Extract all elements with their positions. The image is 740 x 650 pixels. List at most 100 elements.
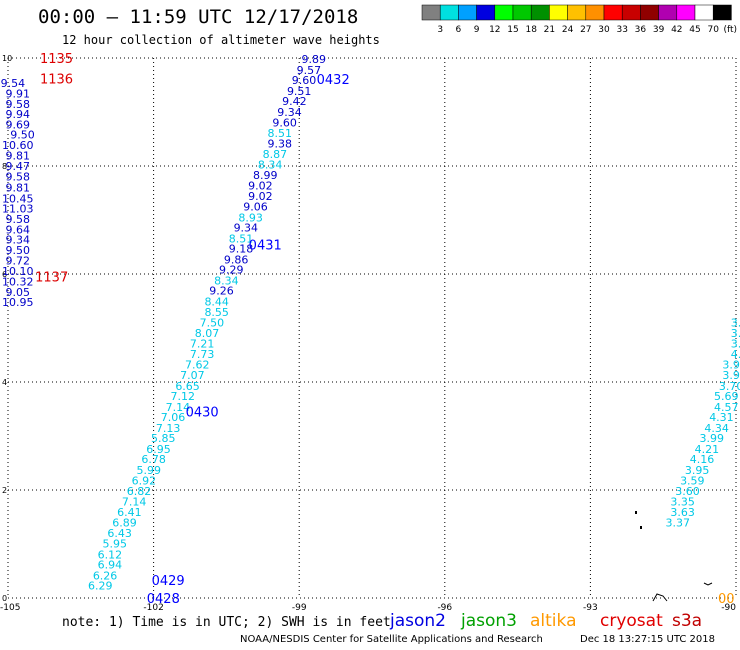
color-scale-label: 6 xyxy=(456,25,462,35)
color-swatch xyxy=(621,4,641,21)
color-swatch xyxy=(694,4,714,21)
data-label: 9.34 xyxy=(5,233,30,246)
pass-time-labels: 1135 1136 1137 0432 0431 0430 0429 0428 00 xyxy=(35,52,734,607)
data-label: 3.95 xyxy=(685,464,710,477)
data-label: 10.45 xyxy=(2,192,34,205)
data-labels: 9.549.919.589.949.699.5010.609.819.479.5… xyxy=(1,53,740,593)
legend-mission: cryosat xyxy=(600,611,663,631)
color-swatch xyxy=(549,4,568,21)
x-tick-label: -99 xyxy=(292,603,307,613)
color-scale-label: 9 xyxy=(474,25,480,35)
color-swatch xyxy=(421,4,441,21)
data-label: 7.13 xyxy=(156,422,181,435)
data-label: 10.95 xyxy=(2,296,34,309)
y-tick-label: 6 xyxy=(2,270,7,279)
data-label: 9.34 xyxy=(277,106,302,119)
data-label: 9.50 xyxy=(10,129,35,142)
data-label: 3.70 xyxy=(719,380,740,393)
data-label: 8.99 xyxy=(253,169,278,182)
data-label: 8.07 xyxy=(195,327,220,340)
color-swatch xyxy=(439,4,459,21)
data-label: 9.86 xyxy=(224,253,249,266)
data-label: 4.31 xyxy=(709,411,734,424)
data-label: 3. xyxy=(731,327,740,340)
data-label: 6.94 xyxy=(98,559,123,572)
data-label: 8.51 xyxy=(268,127,293,140)
data-label: 6.92 xyxy=(132,474,157,487)
legend-mission: s3a xyxy=(672,611,702,631)
data-label: 9.05 xyxy=(5,286,30,299)
y-tick-label: 4 xyxy=(2,378,7,387)
color-swatch xyxy=(658,4,678,21)
time-label: 0430 xyxy=(186,406,219,421)
color-swatch xyxy=(512,4,532,21)
x-tick-label: -105 xyxy=(0,603,20,613)
time-label: 1135 xyxy=(40,52,73,67)
data-label: 9.81 xyxy=(5,182,30,195)
data-label: 9.81 xyxy=(5,150,30,163)
color-swatch xyxy=(640,4,659,21)
data-label: 6.78 xyxy=(141,453,166,466)
data-label: 10.10 xyxy=(2,265,34,278)
time-label: 1136 xyxy=(40,73,73,88)
data-label: 9.91 xyxy=(5,88,30,101)
data-label: 3. xyxy=(731,338,740,351)
data-label: 7.73 xyxy=(190,348,215,361)
time-label: 00 xyxy=(718,592,735,607)
data-label: 7.06 xyxy=(161,411,186,424)
data-label: 3.63 xyxy=(670,506,695,519)
data-label: 9.38 xyxy=(268,137,293,150)
data-label: 8.44 xyxy=(204,296,229,309)
color-scale-label: 30 xyxy=(598,25,610,35)
data-label: 4.57 xyxy=(714,401,739,414)
time-label: 0432 xyxy=(317,73,350,88)
data-label: 7.50 xyxy=(200,317,225,330)
data-label: 9.42 xyxy=(282,95,307,108)
x-tick-label: -93 xyxy=(583,603,598,613)
data-label: 4.21 xyxy=(695,443,720,456)
data-label: 9.50 xyxy=(5,244,30,257)
data-label: 9.69 xyxy=(5,118,30,131)
color-scale-label: 12 xyxy=(489,25,500,35)
color-swatch xyxy=(712,4,732,21)
coastline-marks xyxy=(635,511,713,602)
color-scale-label: 33 xyxy=(616,25,627,35)
data-label: 9.29 xyxy=(219,264,244,277)
x-tick-label: -90 xyxy=(721,603,736,613)
color-swatch xyxy=(458,4,477,21)
data-label: 9.58 xyxy=(5,98,30,111)
data-label: 9.02 xyxy=(248,190,273,203)
data-label: 9.06 xyxy=(243,201,268,214)
data-label: 5.99 xyxy=(136,464,161,477)
data-label: 8.34 xyxy=(214,274,239,287)
data-label: 6.12 xyxy=(98,548,123,561)
data-label: 6.82 xyxy=(127,485,152,498)
chart-axes: -105 -102 -99 -96 -93 -90 0 2 4 6 8 10 xyxy=(0,54,736,613)
data-label: 3.60 xyxy=(675,485,700,498)
data-label: 6.89 xyxy=(112,516,137,529)
data-label: 6.29 xyxy=(88,580,113,593)
footnote: note: 1) Time is in UTC; 2) SWH is in fe… xyxy=(62,615,391,630)
time-label: 0429 xyxy=(152,574,185,589)
time-label: 0431 xyxy=(249,238,282,253)
data-label: 5.69 xyxy=(714,390,739,403)
page-title: 00:00 – 11:59 UTC 12/17/2018 xyxy=(38,6,359,28)
data-label: 3.37 xyxy=(666,516,691,529)
time-label: 1137 xyxy=(35,271,68,286)
data-label: 3.9 xyxy=(722,369,740,382)
data-label: 9.58 xyxy=(5,213,30,226)
legend: note: 1) Time is in UTC; 2) SWH is in fe… xyxy=(62,611,702,631)
data-label: 9.57 xyxy=(297,64,322,77)
data-label: 6.95 xyxy=(146,443,171,456)
data-label: 5.85 xyxy=(151,432,176,445)
data-label: 4.34 xyxy=(704,422,729,435)
x-tick-label: -102 xyxy=(143,603,163,613)
color-scale-label: 18 xyxy=(525,25,537,35)
data-label: 5.95 xyxy=(103,537,128,550)
data-label: 4. xyxy=(731,348,740,361)
color-swatch xyxy=(676,4,696,21)
data-label: 8.87 xyxy=(263,148,288,161)
data-label: 9.64 xyxy=(5,224,30,237)
data-label: 6.65 xyxy=(175,380,200,393)
